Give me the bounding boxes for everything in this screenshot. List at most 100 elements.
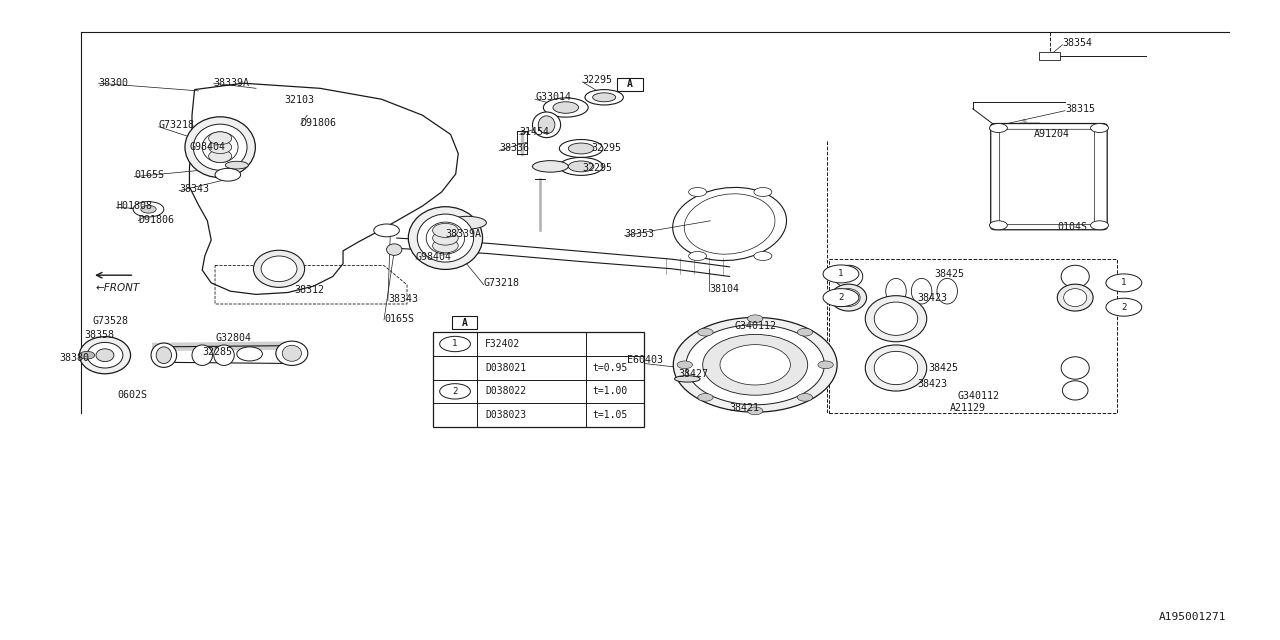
Text: 31454: 31454 xyxy=(520,127,549,138)
Text: 38343: 38343 xyxy=(179,184,209,194)
Text: D038023: D038023 xyxy=(485,410,526,420)
Text: 2: 2 xyxy=(1121,303,1126,312)
Ellipse shape xyxy=(253,250,305,287)
Text: t=1.05: t=1.05 xyxy=(593,410,628,420)
Ellipse shape xyxy=(835,265,863,288)
Circle shape xyxy=(1106,274,1142,292)
Ellipse shape xyxy=(865,296,927,342)
Circle shape xyxy=(989,221,1007,230)
Ellipse shape xyxy=(193,124,247,170)
Ellipse shape xyxy=(184,116,255,177)
Ellipse shape xyxy=(225,161,248,169)
Ellipse shape xyxy=(79,337,131,374)
Text: G98404: G98404 xyxy=(416,252,452,262)
Ellipse shape xyxy=(261,256,297,282)
Text: 38423: 38423 xyxy=(918,292,947,303)
Text: A: A xyxy=(627,79,632,90)
Text: A21129: A21129 xyxy=(950,403,986,413)
Text: 2: 2 xyxy=(838,293,844,302)
Text: 38425: 38425 xyxy=(928,363,957,373)
Ellipse shape xyxy=(874,351,918,385)
Ellipse shape xyxy=(831,284,867,311)
Text: G73218: G73218 xyxy=(484,278,520,288)
Ellipse shape xyxy=(937,278,957,304)
Text: G98404: G98404 xyxy=(189,142,225,152)
Ellipse shape xyxy=(719,344,791,385)
Circle shape xyxy=(698,328,713,336)
Circle shape xyxy=(440,383,471,399)
Text: 38312: 38312 xyxy=(294,285,324,295)
Text: D038021: D038021 xyxy=(485,363,526,372)
Ellipse shape xyxy=(156,347,172,364)
Circle shape xyxy=(818,361,833,369)
Ellipse shape xyxy=(585,90,623,105)
Ellipse shape xyxy=(837,289,860,307)
Text: t=1.00: t=1.00 xyxy=(593,387,628,396)
Text: A: A xyxy=(462,317,467,328)
Text: 38421: 38421 xyxy=(730,403,759,413)
Text: 38358: 38358 xyxy=(84,330,114,340)
Ellipse shape xyxy=(387,244,402,255)
Text: G73218: G73218 xyxy=(159,120,195,130)
Text: G73528: G73528 xyxy=(92,316,128,326)
Text: 32295: 32295 xyxy=(582,163,612,173)
Circle shape xyxy=(754,252,772,260)
Text: 1: 1 xyxy=(1121,278,1126,287)
Ellipse shape xyxy=(433,223,458,237)
Ellipse shape xyxy=(1061,265,1089,288)
Text: 0602S: 0602S xyxy=(118,390,147,400)
FancyBboxPatch shape xyxy=(991,124,1107,230)
Circle shape xyxy=(989,124,1007,132)
Ellipse shape xyxy=(209,141,232,154)
Text: 38354: 38354 xyxy=(1062,38,1092,48)
Circle shape xyxy=(677,361,692,369)
Ellipse shape xyxy=(568,143,594,154)
Circle shape xyxy=(754,188,772,196)
Ellipse shape xyxy=(865,345,927,391)
Circle shape xyxy=(215,168,241,181)
Ellipse shape xyxy=(417,214,474,262)
Ellipse shape xyxy=(886,278,906,304)
Text: 38423: 38423 xyxy=(918,379,947,389)
Ellipse shape xyxy=(276,341,308,365)
Circle shape xyxy=(823,265,859,283)
Circle shape xyxy=(374,224,399,237)
Text: D91806: D91806 xyxy=(138,214,174,225)
Circle shape xyxy=(748,315,763,323)
Circle shape xyxy=(689,252,707,260)
Circle shape xyxy=(141,205,156,213)
Ellipse shape xyxy=(214,345,234,365)
Text: t=0.95: t=0.95 xyxy=(593,363,628,372)
Circle shape xyxy=(1091,221,1108,230)
Text: 0104S: 0104S xyxy=(1057,222,1087,232)
Ellipse shape xyxy=(1061,356,1089,379)
Ellipse shape xyxy=(593,93,616,102)
Text: 38336: 38336 xyxy=(499,143,529,154)
Ellipse shape xyxy=(532,161,568,172)
Circle shape xyxy=(797,394,813,401)
Text: E60403: E60403 xyxy=(627,355,663,365)
Circle shape xyxy=(79,351,95,359)
Ellipse shape xyxy=(448,216,486,229)
Bar xyxy=(433,332,644,427)
Circle shape xyxy=(1091,124,1108,132)
Ellipse shape xyxy=(686,325,824,405)
Text: 0165S: 0165S xyxy=(384,314,413,324)
Text: G33014: G33014 xyxy=(535,92,571,102)
Text: 32103: 32103 xyxy=(284,95,314,106)
Circle shape xyxy=(698,394,713,401)
Ellipse shape xyxy=(1062,381,1088,400)
Ellipse shape xyxy=(532,112,561,138)
Ellipse shape xyxy=(874,302,918,335)
Ellipse shape xyxy=(911,278,932,304)
Text: 38339A: 38339A xyxy=(445,228,481,239)
Ellipse shape xyxy=(433,231,458,245)
Bar xyxy=(617,78,643,91)
Circle shape xyxy=(689,188,707,196)
Text: 1: 1 xyxy=(838,269,844,278)
Text: 0165S: 0165S xyxy=(134,170,164,180)
Ellipse shape xyxy=(237,347,262,361)
Ellipse shape xyxy=(673,317,837,412)
Ellipse shape xyxy=(433,239,458,253)
Ellipse shape xyxy=(426,222,465,254)
